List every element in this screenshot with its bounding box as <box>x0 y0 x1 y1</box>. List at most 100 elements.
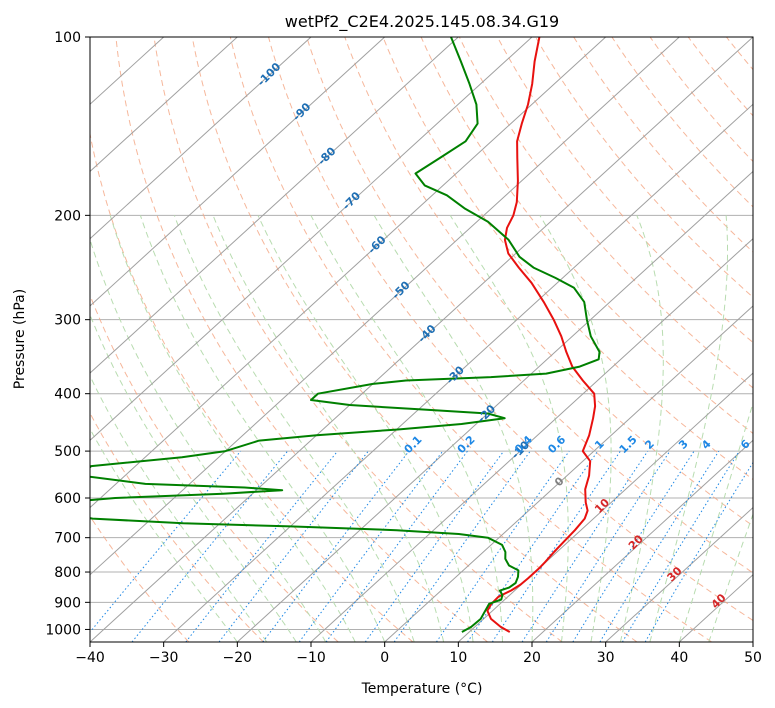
x-tick-label: −20 <box>223 650 253 666</box>
moist-adiabat-label: 30 <box>665 564 685 584</box>
mixing-ratio-label: 8 <box>762 437 775 452</box>
x-tick-label: 40 <box>670 650 688 666</box>
isotherm-line <box>90 37 680 576</box>
mixing-ratio-line <box>131 450 288 642</box>
mixing-ratio-label: 0.2 <box>455 433 478 456</box>
y-tick-label: 900 <box>54 595 81 611</box>
moist-adiabat-line <box>373 215 534 642</box>
moist-adiabat-line <box>90 313 297 642</box>
plot-background-lines <box>90 37 753 642</box>
moist-adiabat-line <box>449 215 569 642</box>
moist-adiabat-line <box>619 215 664 642</box>
dry-adiabat-line <box>90 131 414 642</box>
y-tick-label: 100 <box>54 30 81 46</box>
isotherm-line <box>163 103 753 642</box>
x-tick-label: 20 <box>523 650 541 666</box>
mixing-ratio-label: 0.6 <box>545 433 568 456</box>
mixing-ratio-line <box>467 450 599 642</box>
moist-adiabat-label: 40 <box>709 591 729 611</box>
temperature-profile-line <box>486 37 597 633</box>
isotherm-line <box>90 37 312 240</box>
y-axis-label: Pressure (hPa) <box>12 289 28 389</box>
x-tick-label: 50 <box>744 650 762 666</box>
mixing-ratio-line <box>435 450 570 642</box>
isotherm-line <box>531 439 753 642</box>
sounding-series <box>90 37 601 633</box>
moist-adiabat-label: 20 <box>626 532 646 552</box>
moist-adiabat-line <box>90 237 327 642</box>
y-tick-label: 200 <box>54 208 81 224</box>
isotherm-label: -100 <box>255 60 284 89</box>
dry-adiabat-line <box>496 37 753 344</box>
isotherm-line <box>90 37 533 442</box>
y-tick-label: 400 <box>54 387 81 403</box>
chart-title: wetPf2_C2E4.2025.145.08.34.G19 <box>285 12 559 32</box>
y-tick-label: 500 <box>54 444 81 460</box>
mixing-ratio-label: 4 <box>699 437 714 452</box>
dry-adiabat-line <box>153 37 563 642</box>
mixing-ratio-line <box>545 450 671 642</box>
moist-adiabat-line <box>109 215 356 642</box>
moist-adiabat-line <box>212 215 445 642</box>
dry-adiabat-line <box>268 37 753 622</box>
isotherm-line <box>752 641 753 642</box>
dry-adiabat-line <box>191 37 638 642</box>
x-tick-label: 30 <box>597 650 615 666</box>
x-tick-label: −30 <box>149 650 179 666</box>
mixing-ratio-line <box>393 450 531 642</box>
dry-adiabat-line <box>687 37 753 117</box>
isotherm-line <box>605 506 753 642</box>
mixing-ratio-label: 1 <box>592 437 607 452</box>
y-tick-label: 800 <box>54 565 81 581</box>
mixing-ratio-line <box>521 450 649 642</box>
mixing-ratio-line <box>621 450 740 642</box>
moist-adiabat-line <box>90 374 268 642</box>
mixing-ratio-line <box>90 450 242 633</box>
y-tick-label: 600 <box>54 491 81 507</box>
mixing-ratio-line <box>298 450 444 642</box>
dry-adiabat-line <box>726 37 753 71</box>
isotherm-line <box>90 37 753 642</box>
mixing-ratio-label: 2 <box>642 437 657 452</box>
isotherm-line <box>236 170 753 642</box>
x-tick-label: −40 <box>75 650 105 666</box>
moist-adiabat-line <box>257 215 474 642</box>
dry-adiabat-line <box>306 37 753 574</box>
isotherm-line <box>90 37 459 374</box>
isotherm-line <box>90 37 386 307</box>
mixing-ratio-label: 1.5 <box>617 433 640 456</box>
dry-adiabat-line <box>115 37 488 642</box>
mixing-ratio-line <box>325 450 468 642</box>
dry-adiabat-line <box>382 37 753 481</box>
mixing-ratio-line <box>572 450 695 642</box>
isotherm-line <box>310 237 753 642</box>
mixing-ratio-line <box>218 450 369 642</box>
dry-adiabat-line <box>344 37 753 527</box>
dry-adiabat-line <box>535 37 753 298</box>
mixing-ratio-line <box>262 450 410 642</box>
moist-adiabat-line <box>539 215 612 642</box>
y-tick-label: 700 <box>54 531 81 547</box>
moist-adiabat-line <box>90 427 238 642</box>
moist-adiabat-line <box>139 215 386 642</box>
isotherm-line <box>90 37 238 173</box>
isotherm-line <box>90 37 607 509</box>
moist-adiabat-line <box>708 513 753 642</box>
x-tick-label: 0 <box>380 650 389 666</box>
mixing-ratio-label: 6 <box>738 437 753 452</box>
dry-adiabat-line <box>611 37 753 208</box>
mixing-ratio-line <box>599 450 720 642</box>
dewpoint-profile-line <box>90 37 601 633</box>
x-tick-label: −10 <box>296 650 326 666</box>
moist-adiabat-line <box>310 215 503 642</box>
dry-adiabat-line <box>649 37 753 163</box>
moist-adiabat-line <box>173 215 415 642</box>
dry-adiabat-line <box>90 412 264 642</box>
plot-frame <box>89 36 754 643</box>
x-axis-label: Temperature (°C) <box>361 681 483 697</box>
y-tick-label: 300 <box>54 313 81 329</box>
mixing-ratio-label: 0.1 <box>402 433 425 456</box>
mixing-ratio-label: 3 <box>676 437 691 452</box>
isotherm-line <box>457 372 753 642</box>
mixing-ratio-line <box>364 450 505 642</box>
